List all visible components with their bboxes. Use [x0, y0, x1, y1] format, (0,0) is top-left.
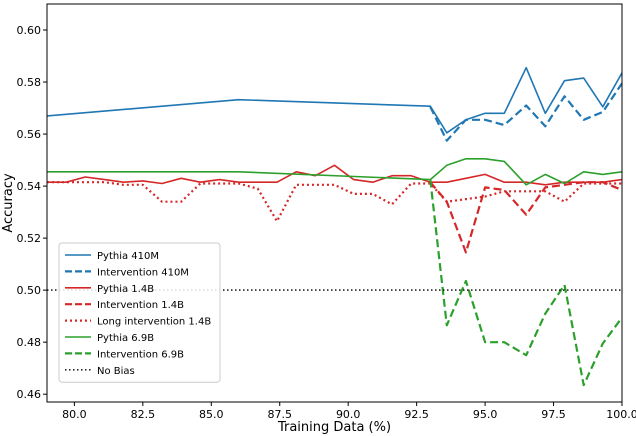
series-line-pythia-1-4b: [47, 164, 622, 186]
legend-label-pythia-1-4b: Pythia 1.4B: [97, 284, 154, 295]
y-tick-label: 0.48: [17, 336, 42, 349]
series-line-long-intervention-1-4b: [47, 181, 622, 223]
y-tick-label: 0.52: [17, 232, 42, 245]
x-axis: 80.0 82.5 85.0 87.5 90.0 92.5 95.0 97.5 100.0: [62, 402, 636, 421]
x-tick-label: 95.0: [473, 408, 498, 421]
plot-lines: [47, 66, 622, 387]
x-tick-label: 92.5: [404, 408, 429, 421]
y-tick-label: 0.56: [17, 128, 42, 141]
legend-label-pythia-6-9b: Pythia 6.9B: [97, 333, 154, 344]
legend-label-intervention-1-4b: Intervention 1.4B: [97, 300, 184, 311]
legend-label-pythia-410m: Pythia 410M: [97, 251, 159, 262]
x-tick-label: 100.0: [606, 408, 636, 421]
series-line-intervention-6-9b: [429, 179, 622, 387]
legend-label-intervention-410m: Intervention 410M: [97, 267, 189, 278]
series-line-intervention-410m: [429, 82, 622, 142]
legend-label-no-bias: No Bias: [97, 366, 135, 377]
legend: Pythia 410M Intervention 410M Pythia 1.4B I…: [58, 242, 221, 383]
y-tick-label: 0.54: [17, 180, 42, 193]
y-tick-label: 0.60: [17, 24, 42, 37]
x-tick-label: 80.0: [62, 408, 87, 421]
x-tick-label: 97.5: [541, 408, 566, 421]
y-axis-label: Accuracy: [1, 173, 16, 233]
x-axis-label: Training Data (%): [277, 420, 391, 435]
series-line-pythia-410m: [47, 66, 622, 134]
y-tick-label: 0.46: [17, 388, 42, 401]
y-tick-label: 0.50: [17, 284, 42, 297]
y-axis: 0.46 0.48 0.50 0.52 0.54 0.56 0.58 0.60: [17, 24, 47, 401]
x-tick-label: 90.0: [336, 408, 361, 421]
x-tick-label: 85.0: [199, 408, 224, 421]
series-line-intervention-1-4b: [429, 181, 622, 254]
plot-frame: [46, 3, 623, 403]
x-tick-label: 87.5: [267, 408, 292, 421]
legend-box: [58, 242, 221, 383]
legend-label-intervention-6-9b: Intervention 6.9B: [97, 349, 184, 360]
x-tick-label: 82.5: [131, 408, 156, 421]
legend-label-long-intervention-1-4b: Long intervention 1.4B: [97, 317, 211, 328]
y-tick-label: 0.58: [17, 76, 42, 89]
